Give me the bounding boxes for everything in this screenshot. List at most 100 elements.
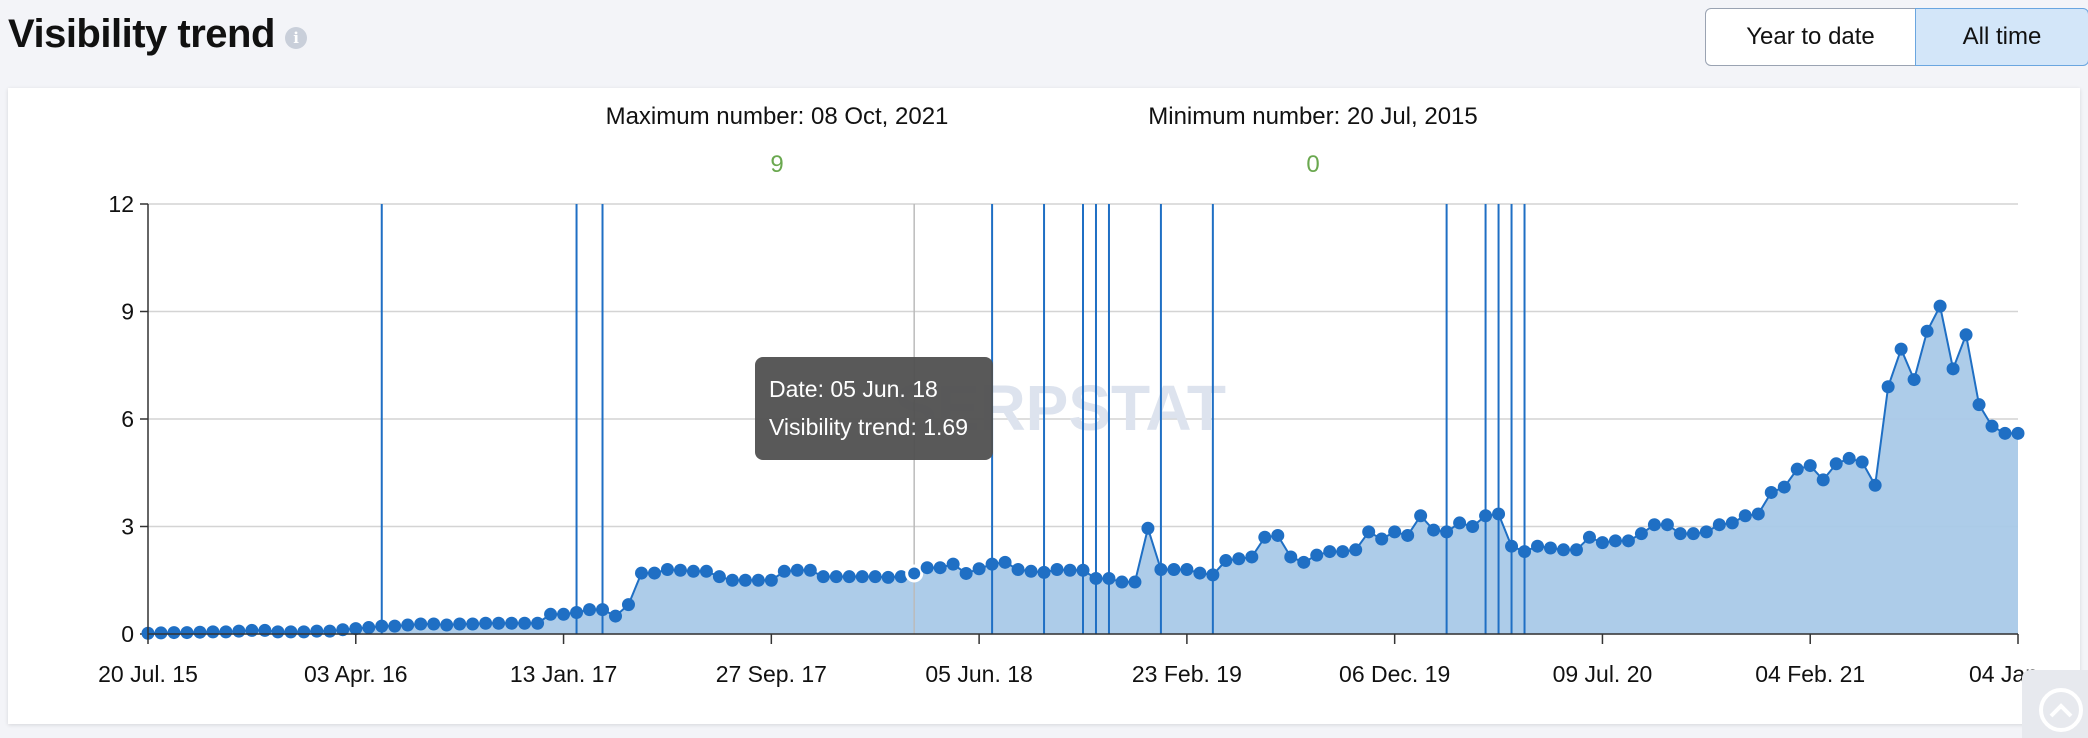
data-point bbox=[349, 622, 363, 636]
data-point bbox=[1414, 509, 1428, 523]
data-point bbox=[1258, 530, 1272, 544]
data-point bbox=[673, 563, 687, 577]
x-tick-label: 13 Jan. 17 bbox=[510, 661, 617, 687]
data-point bbox=[959, 566, 973, 580]
data-point bbox=[180, 626, 194, 640]
all-time-button[interactable]: All time bbox=[1915, 8, 2088, 66]
data-point bbox=[829, 570, 843, 584]
data-point bbox=[1037, 565, 1051, 579]
data-point bbox=[1297, 555, 1311, 569]
data-point bbox=[1816, 473, 1830, 487]
data-point bbox=[1310, 548, 1324, 562]
data-point bbox=[985, 557, 999, 571]
data-point bbox=[1024, 564, 1038, 578]
data-point bbox=[427, 617, 441, 631]
scroll-to-top-button[interactable] bbox=[2022, 670, 2088, 738]
data-point bbox=[1388, 525, 1402, 539]
data-point bbox=[1556, 543, 1570, 557]
data-point bbox=[699, 564, 713, 578]
data-point bbox=[1219, 554, 1233, 568]
data-point bbox=[621, 598, 635, 612]
info-icon[interactable]: i bbox=[284, 26, 307, 49]
data-point bbox=[1362, 525, 1376, 539]
data-point bbox=[1232, 552, 1246, 566]
data-point bbox=[310, 624, 324, 638]
data-point bbox=[712, 570, 726, 584]
data-point bbox=[686, 564, 700, 578]
data-point bbox=[634, 566, 648, 580]
data-point bbox=[1375, 532, 1389, 546]
page-title: Visibility trend i bbox=[8, 12, 307, 57]
y-tick-label: 9 bbox=[121, 299, 134, 325]
data-point bbox=[1647, 518, 1661, 532]
data-point bbox=[855, 570, 869, 584]
x-tick-label: 05 Jun. 18 bbox=[925, 661, 1032, 687]
tooltip-value: Visibility trend: 1.69 bbox=[769, 414, 968, 440]
data-point bbox=[881, 570, 895, 584]
data-point bbox=[1284, 550, 1298, 564]
data-point bbox=[323, 624, 337, 638]
y-tick-label: 0 bbox=[121, 621, 134, 647]
data-point bbox=[1141, 521, 1155, 535]
data-point bbox=[946, 557, 960, 571]
data-point bbox=[1803, 459, 1817, 473]
data-point bbox=[894, 570, 908, 584]
data-point bbox=[842, 570, 856, 584]
data-point bbox=[1868, 478, 1882, 492]
data-point bbox=[1907, 373, 1921, 387]
data-point bbox=[583, 603, 597, 617]
data-point bbox=[570, 606, 584, 619]
tooltip-date: Date: 05 Jun. 18 bbox=[769, 376, 938, 402]
data-point bbox=[1492, 507, 1506, 521]
data-point bbox=[816, 570, 830, 584]
data-point bbox=[544, 607, 558, 621]
data-point bbox=[297, 625, 311, 639]
year-to-date-button[interactable]: Year to date bbox=[1705, 8, 1916, 66]
data-point bbox=[1076, 563, 1090, 577]
chevron-up-icon bbox=[2039, 688, 2083, 732]
data-point bbox=[284, 625, 298, 639]
data-point bbox=[1751, 507, 1765, 521]
data-point bbox=[1569, 543, 1583, 557]
data-point bbox=[1920, 324, 1934, 338]
data-point bbox=[751, 573, 765, 587]
tooltip-box bbox=[755, 357, 993, 460]
data-point bbox=[1764, 485, 1778, 499]
data-point bbox=[868, 570, 882, 584]
data-point bbox=[1582, 530, 1596, 544]
data-point bbox=[972, 562, 986, 576]
data-point bbox=[336, 623, 350, 637]
data-point bbox=[920, 561, 934, 575]
data-point bbox=[1855, 455, 1869, 469]
data-point bbox=[271, 625, 285, 639]
data-point bbox=[1102, 571, 1116, 585]
data-point bbox=[1608, 534, 1622, 548]
data-point bbox=[1089, 571, 1103, 585]
data-point bbox=[466, 617, 480, 631]
page-title-text: Visibility trend bbox=[8, 12, 275, 56]
data-point bbox=[1206, 568, 1220, 582]
max-value: 9 bbox=[770, 151, 783, 178]
data-point bbox=[388, 619, 402, 633]
data-point bbox=[933, 561, 947, 575]
max-label: Maximum number: 08 Oct, 2021 bbox=[606, 103, 949, 130]
tooltip: Date: 05 Jun. 18 Visibility trend: 1.69 bbox=[755, 357, 993, 460]
data-point bbox=[609, 609, 622, 623]
data-point bbox=[1336, 545, 1350, 559]
data-point bbox=[764, 573, 778, 587]
min-value: 0 bbox=[1306, 151, 1319, 178]
data-point bbox=[1634, 527, 1648, 541]
data-point bbox=[1998, 426, 2012, 440]
data-point bbox=[1427, 523, 1441, 537]
data-point bbox=[219, 625, 233, 639]
data-point bbox=[1154, 563, 1168, 576]
data-point bbox=[1323, 545, 1337, 559]
data-point bbox=[1271, 528, 1285, 542]
x-tick-label: 04 Feb. 21 bbox=[1755, 661, 1865, 687]
data-point bbox=[557, 607, 571, 621]
data-point bbox=[1479, 509, 1493, 523]
data-point bbox=[803, 563, 817, 577]
data-point bbox=[167, 626, 181, 640]
data-point bbox=[401, 618, 415, 632]
